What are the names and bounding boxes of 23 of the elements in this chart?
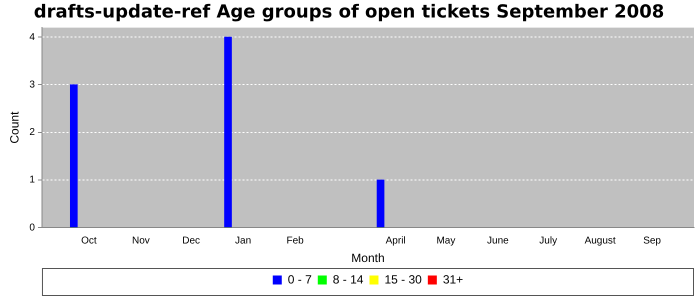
x-tick-label: Oct xyxy=(81,235,97,246)
legend-label: 8 - 14 xyxy=(332,272,364,286)
y-tick-label: 0 xyxy=(29,222,36,234)
chart-title: drafts-update-ref Age groups of open tickets September 2008 xyxy=(34,1,664,22)
x-tick-label: May xyxy=(436,235,456,246)
x-tick-label: Dec xyxy=(182,235,200,246)
legend-label: 31+ xyxy=(442,272,464,286)
legend-label: 15 - 30 xyxy=(384,272,422,286)
x-tick-label: June xyxy=(487,235,510,246)
y-tick-label: 1 xyxy=(29,174,36,186)
y-tick-label: 2 xyxy=(29,127,36,138)
y-tick-label: 4 xyxy=(29,32,36,43)
x-tick-label: Sep xyxy=(643,235,662,246)
y-axis-title: Count xyxy=(8,110,22,144)
x-axis-title: Month xyxy=(351,251,385,266)
legend-label: 0 - 7 xyxy=(288,272,312,286)
x-tick-label: August xyxy=(584,235,616,246)
x-tick-label: Feb xyxy=(286,235,304,246)
x-tick-label: July xyxy=(539,235,558,246)
x-tick-label: Jan xyxy=(235,235,252,246)
x-tick-label: Nov xyxy=(132,235,150,246)
y-tick-label: 3 xyxy=(29,79,36,90)
x-tick-label: April xyxy=(386,235,406,246)
